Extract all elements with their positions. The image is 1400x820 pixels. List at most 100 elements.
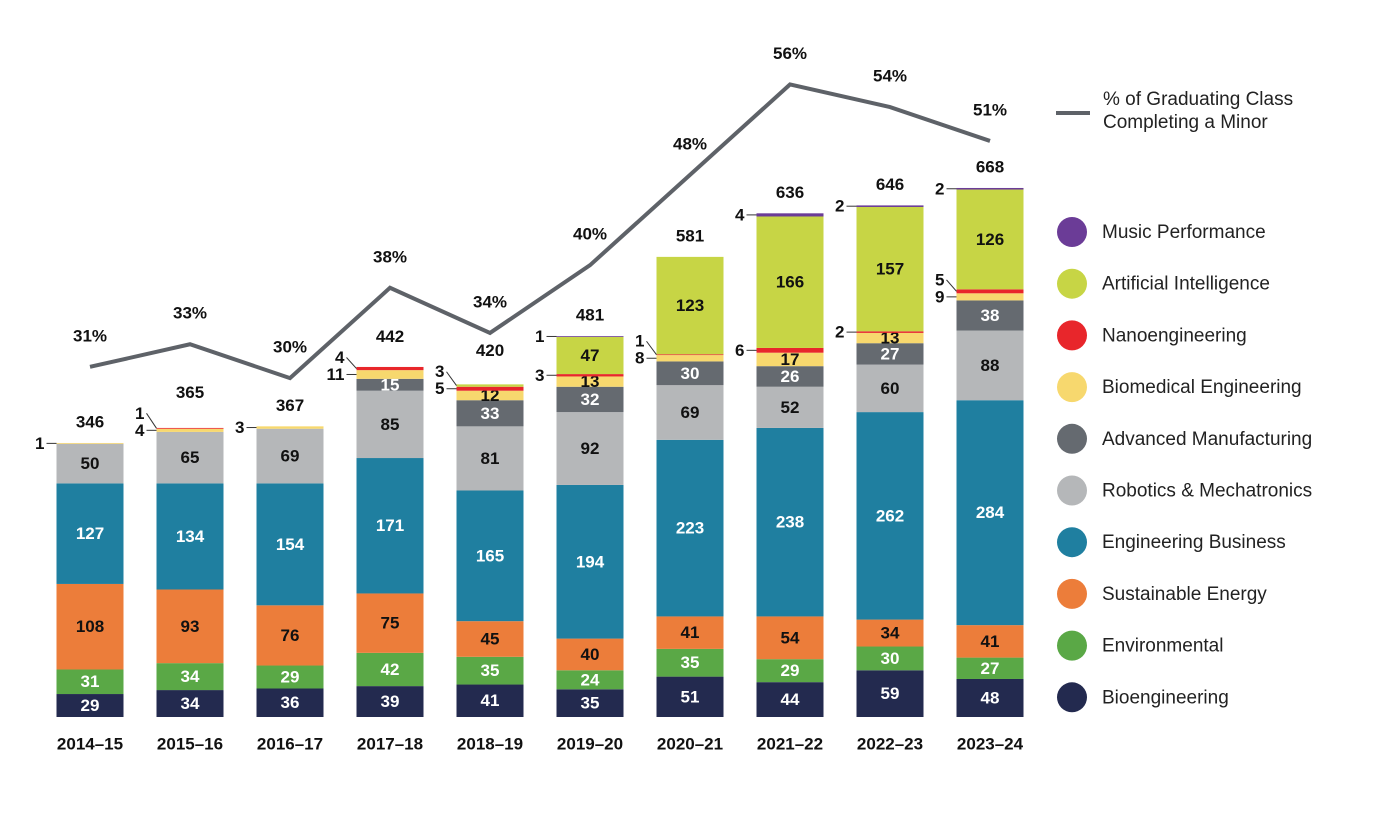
bar-segment xyxy=(556,376,624,387)
bar-segment xyxy=(556,336,624,337)
data-label: 41 xyxy=(481,691,500,710)
legend-swatch xyxy=(1057,268,1087,299)
total-label: 668 xyxy=(976,157,1004,176)
data-label: 34 xyxy=(181,667,200,686)
bar-segment xyxy=(756,616,824,660)
data-label: 65 xyxy=(181,448,200,467)
bar-segment xyxy=(856,331,924,333)
bar-segment xyxy=(256,665,324,689)
data-label: 35 xyxy=(481,661,500,680)
bar-segment xyxy=(956,187,1024,190)
bar-segment xyxy=(256,688,324,717)
total-label: 481 xyxy=(576,306,604,325)
data-label: 3 xyxy=(235,418,244,437)
data-label: 3 xyxy=(435,362,444,381)
line-label: 33% xyxy=(173,304,207,323)
data-label: 92 xyxy=(581,439,600,458)
bar-segment xyxy=(56,442,124,444)
legend-swatch xyxy=(1057,578,1087,609)
bar-segment xyxy=(856,670,924,717)
bar-segment xyxy=(356,378,424,391)
bar-segment xyxy=(456,400,524,427)
bar-segment xyxy=(956,625,1024,658)
data-label: 29 xyxy=(81,696,100,715)
bar-segment xyxy=(856,364,924,413)
bar-segment xyxy=(956,189,1024,290)
bar-segment xyxy=(156,431,224,484)
line-label: 56% xyxy=(773,44,807,63)
legend-label: Sustainable Energy xyxy=(1102,584,1267,605)
bar-segment xyxy=(256,605,324,666)
data-label: 35 xyxy=(581,694,600,713)
data-label: 30 xyxy=(881,649,900,668)
line-label: 51% xyxy=(973,100,1007,119)
bar-segment xyxy=(556,484,624,639)
x-tick-label: 2016–17 xyxy=(257,734,323,753)
x-tick-label: 2018–19 xyxy=(457,734,523,753)
line-label: 34% xyxy=(473,292,507,311)
data-label: 134 xyxy=(176,527,205,546)
total-label: 442 xyxy=(376,327,404,346)
bar-segment xyxy=(756,347,824,353)
data-label: 40 xyxy=(581,645,600,664)
bar-segment xyxy=(56,694,124,717)
data-label: 24 xyxy=(581,670,600,689)
bar-segment xyxy=(856,646,924,671)
bar-segment xyxy=(56,483,124,584)
x-tick-label: 2020–21 xyxy=(657,734,723,753)
data-label: 126 xyxy=(976,230,1004,249)
line-label: 48% xyxy=(673,134,707,153)
bar-segment xyxy=(756,427,824,617)
bar-segment xyxy=(556,336,624,375)
data-label: 2 xyxy=(835,323,844,342)
data-label: 69 xyxy=(281,447,300,466)
data-label: 41 xyxy=(681,623,700,642)
bar-segment xyxy=(156,483,224,590)
bar-segment xyxy=(356,652,424,687)
bar-segment xyxy=(156,427,224,429)
bar-segment xyxy=(356,686,424,717)
bar-segment xyxy=(756,352,824,367)
total-label: 636 xyxy=(776,183,804,202)
bar-segment xyxy=(756,216,824,348)
data-label: 171 xyxy=(376,516,404,535)
data-label: 284 xyxy=(976,503,1005,522)
bar-segment xyxy=(256,426,324,429)
bar-segment xyxy=(856,205,924,207)
legend-label: Advanced Manufacturing xyxy=(1102,429,1312,450)
data-label: 262 xyxy=(876,506,904,525)
data-label: 88 xyxy=(981,356,1000,375)
data-label: 2 xyxy=(835,197,844,216)
bar-segment xyxy=(956,678,1024,717)
data-label: 238 xyxy=(776,513,804,532)
data-label: 9 xyxy=(935,287,944,306)
bar-segment xyxy=(956,289,1024,294)
data-label: 4 xyxy=(335,348,345,367)
bar-segment xyxy=(756,682,824,717)
bar-segment xyxy=(56,443,124,484)
total-label: 367 xyxy=(276,396,304,415)
bar-segment xyxy=(956,300,1024,331)
bar-segment xyxy=(856,412,924,620)
total-label: 646 xyxy=(876,175,904,194)
x-tick-label: 2019–20 xyxy=(557,734,623,753)
line-label: 40% xyxy=(573,225,607,244)
x-tick-label: 2022–23 xyxy=(857,734,923,753)
bar-segment xyxy=(556,670,624,690)
data-label: 50 xyxy=(81,454,100,473)
data-label: 154 xyxy=(276,535,305,554)
data-label: 33 xyxy=(481,404,500,423)
data-label: 27 xyxy=(881,344,900,363)
bar-segment xyxy=(656,256,724,355)
bar-segment xyxy=(656,355,724,362)
data-label: 29 xyxy=(781,661,800,680)
leader-line xyxy=(146,413,157,429)
bar-segment xyxy=(256,428,324,484)
bar-segment xyxy=(156,589,224,664)
legend-label: Music Performance xyxy=(1102,222,1266,243)
bar-segment xyxy=(356,390,424,459)
data-label: 165 xyxy=(476,546,504,565)
bar-segment xyxy=(156,663,224,691)
data-label: 11 xyxy=(327,365,345,384)
